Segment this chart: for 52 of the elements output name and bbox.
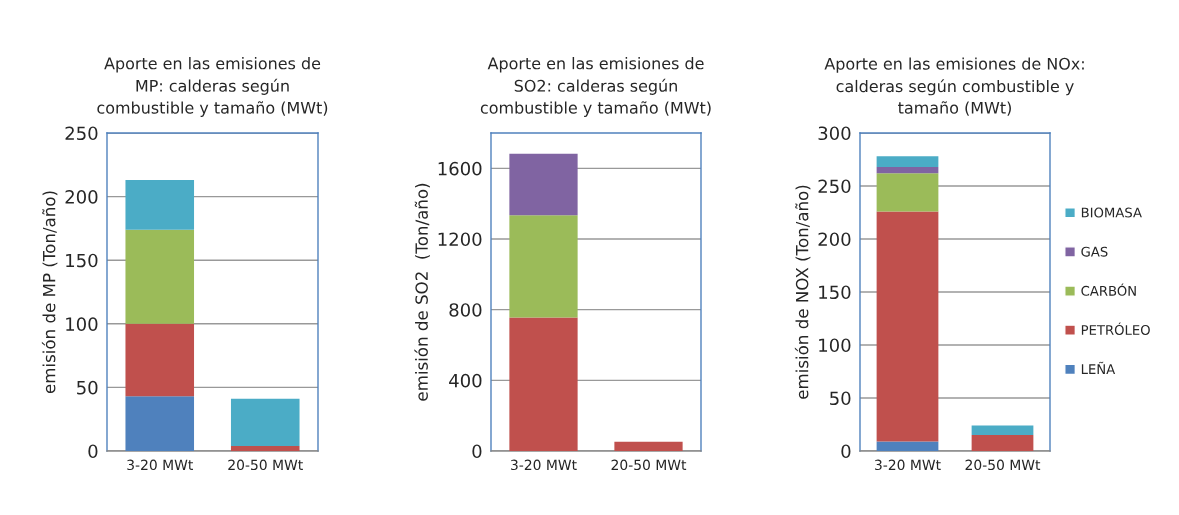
bar <box>125 396 195 451</box>
legend-label: BIOMASA <box>1081 207 1142 218</box>
x-tick-label: 3-20 MWt <box>511 459 577 471</box>
y-tick-label: 0 <box>472 444 482 459</box>
y-tick-label: 200 <box>65 190 98 204</box>
bar <box>876 211 939 442</box>
chart-title: Aporte en las emisiones de NOx: calderas según combustible y tamaño (MWt) <box>824 57 1084 116</box>
bar <box>876 173 939 212</box>
bar <box>125 180 195 230</box>
bar <box>509 215 578 318</box>
legend-label: PETRÓLEO <box>1081 322 1150 335</box>
bar <box>125 229 195 324</box>
legend-label: LEÑA <box>1081 361 1116 374</box>
y-tick-label: 300 <box>818 126 851 141</box>
y-tick-label: 250 <box>818 179 851 194</box>
chart-title: Aporte en las emisiones de SO2: calderas según combustible y tamaño (MWt) <box>480 57 711 117</box>
y-tick-label: 50 <box>830 391 851 406</box>
x-tick-label: 20-50 MWt <box>228 459 303 471</box>
y-tick-label: 800 <box>449 303 482 317</box>
y-tick-label: 1200 <box>438 232 482 247</box>
bar <box>230 398 300 446</box>
legend-label: CARBÓN <box>1081 283 1136 296</box>
x-tick-label: 20-50 MWt <box>611 459 687 471</box>
y-tick-label: 0 <box>88 444 98 459</box>
x-tick-label: 3-20 MWt <box>875 459 941 471</box>
bar <box>971 425 1034 436</box>
y-tick-label: 100 <box>66 317 98 331</box>
y-tick-label: 100 <box>819 338 851 353</box>
legend-label: GAS <box>1081 246 1108 257</box>
x-tick-label: 3-20 MWt <box>127 459 193 471</box>
y-axis-title: emisión de SO2 (Ton/año) <box>414 183 430 401</box>
y-tick-label: 250 <box>65 126 98 141</box>
y-tick-label: 400 <box>449 373 482 388</box>
y-axis-title: emisión de MP (Ton/año) <box>41 191 58 394</box>
bar <box>876 156 939 167</box>
y-tick-label: 200 <box>818 232 851 247</box>
y-tick-label: 150 <box>819 285 851 300</box>
y-tick-label: 1600 <box>438 161 482 176</box>
bar <box>509 153 578 216</box>
y-tick-label: 150 <box>66 253 98 268</box>
bar <box>876 166 939 174</box>
bar <box>614 441 683 451</box>
y-tick-label: 0 <box>841 444 851 459</box>
y-axis-title: emisión de NOX (Ton/año) <box>794 185 811 399</box>
x-tick-label: 20-50 MWt <box>965 459 1041 471</box>
bar <box>876 441 939 451</box>
y-tick-label: 50 <box>77 380 98 395</box>
bar <box>230 445 300 451</box>
bar <box>125 323 195 397</box>
bar <box>509 317 578 451</box>
chart-title: Aporte en las emisiones de MP: calderas según combustible y tamaño (MWt) <box>97 57 328 117</box>
bar <box>971 435 1034 451</box>
